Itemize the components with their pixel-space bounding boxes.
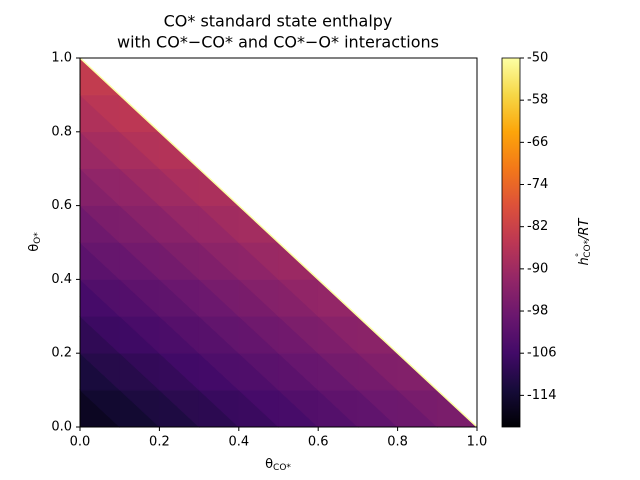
y-tick-label: 0.6	[51, 198, 72, 213]
chart-title: CO* standard state enthalpy	[164, 12, 393, 31]
cb-label-suffix: /RT	[577, 217, 592, 240]
colorbar-tick-label: -90	[527, 261, 548, 276]
x-label-subscript: CO*	[273, 463, 291, 473]
y-tick-label: 0.8	[51, 124, 72, 139]
colorbar-tick-label: -98	[527, 304, 548, 319]
colorbar-tick-label: -74	[527, 177, 548, 192]
colorbar-tick-label: -82	[527, 219, 548, 234]
y-tick-label: 0.2	[51, 346, 72, 361]
cb-label-subscript: CO*	[583, 239, 593, 257]
x-tick-label: 0.2	[149, 435, 170, 450]
x-tick-label: 0.8	[387, 435, 408, 450]
colorbar-tick-label: -66	[527, 135, 548, 150]
colorbar-tick-label: -114	[527, 388, 557, 403]
y-label-symbol: θ	[27, 244, 42, 252]
x-tick-label: 0.6	[308, 435, 329, 450]
cb-label-symbol: h	[577, 257, 592, 265]
axes-frame	[79, 57, 478, 428]
x-tick-label: 0.0	[70, 435, 91, 450]
x-label-symbol: θ	[265, 457, 273, 472]
x-axis-label: θCO*	[265, 457, 291, 473]
chart-subtitle: with CO*−CO* and CO*−O* interactions	[117, 33, 439, 52]
x-tick-label: 1.0	[467, 435, 488, 450]
y-label-subscript: O*	[33, 232, 43, 244]
y-tick-label: 1.0	[51, 51, 72, 66]
y-tick-label: 0.0	[51, 420, 72, 435]
colorbar-tick-label: -58	[527, 93, 548, 108]
x-tick-label: 0.4	[228, 435, 249, 450]
boundary-edge	[79, 57, 478, 428]
y-axis-label: θO*	[27, 232, 43, 252]
y-tick-label: 0.4	[51, 272, 72, 287]
colorbar-label: h°CO*/RT	[575, 217, 593, 265]
colorbar-tick-label: -50	[527, 51, 548, 66]
colorbar-tick-label: -106	[527, 346, 557, 361]
colorbar	[501, 57, 521, 428]
cb-label-superscript: °	[575, 253, 585, 258]
